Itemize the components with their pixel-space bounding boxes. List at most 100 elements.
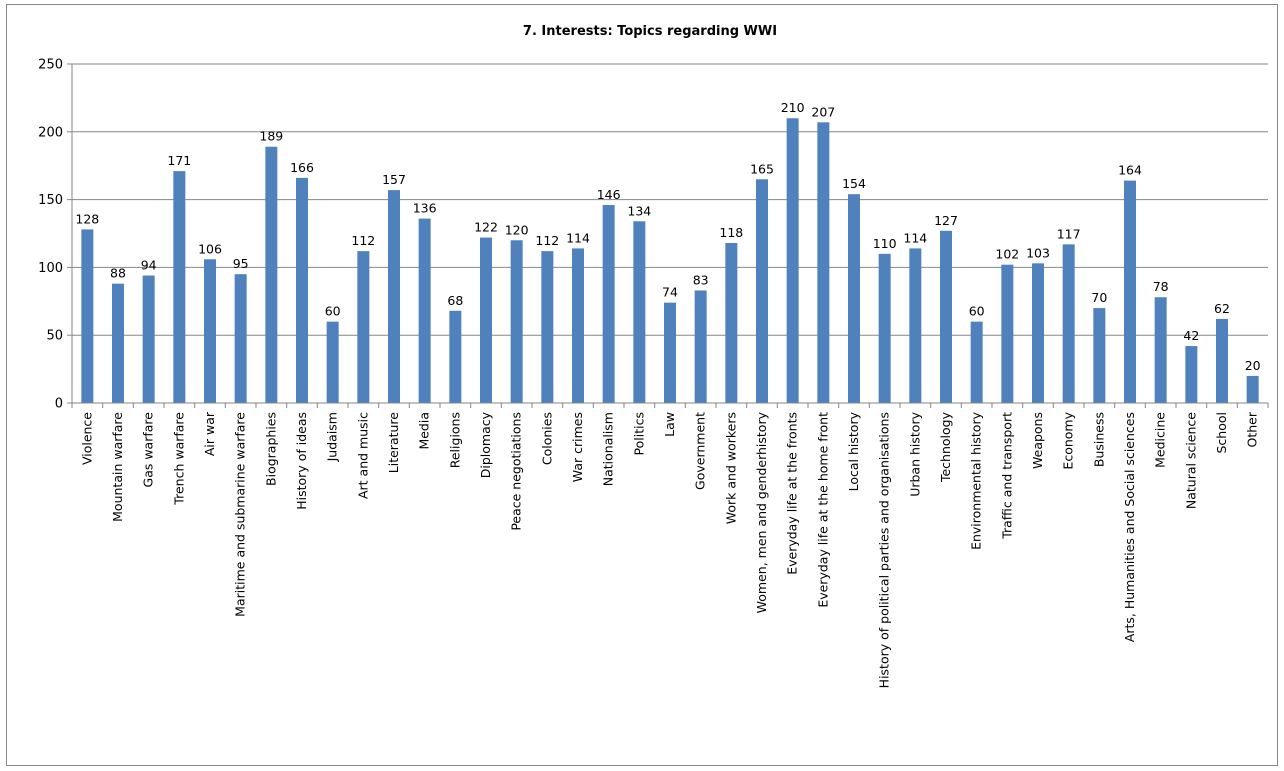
x-tick-label: Business	[1091, 412, 1106, 467]
data-label: 165	[750, 161, 774, 176]
bar	[817, 122, 830, 404]
x-tick-label: Peace negotiations	[509, 412, 524, 531]
data-label: 68	[447, 293, 463, 308]
y-tick-label: 100	[38, 261, 63, 276]
data-label: 136	[413, 201, 437, 216]
x-tick-label: History of political parties and organis…	[877, 412, 892, 688]
bar	[173, 171, 186, 403]
x-tick-label: Air war	[202, 411, 217, 456]
bar	[142, 275, 155, 403]
bar	[357, 251, 370, 403]
data-label: 164	[1118, 163, 1142, 178]
bar	[694, 290, 707, 403]
bar	[480, 237, 492, 403]
x-axis: Violence Mountain warfare Gas warfare Trenc…	[71, 402, 1269, 688]
bar	[234, 274, 247, 403]
bar	[602, 205, 615, 403]
data-label: 120	[505, 222, 529, 237]
x-tick-label: History of ideas	[294, 412, 309, 510]
bar	[1185, 346, 1198, 403]
bar	[1001, 264, 1014, 403]
data-label: 118	[719, 225, 743, 240]
x-tick-label: Mountain warfare	[110, 412, 125, 522]
data-label: 88	[110, 266, 126, 281]
bar	[756, 179, 768, 403]
data-label: 95	[233, 256, 249, 271]
y-tick-label: 50	[46, 329, 63, 344]
x-tick-label: Literature	[386, 412, 401, 474]
x-tick-label: Local history	[846, 411, 861, 491]
bar	[878, 253, 891, 403]
data-label: 117	[1057, 226, 1081, 241]
bar	[1154, 297, 1167, 403]
x-tick-label: Diplomacy	[478, 411, 493, 478]
data-label: 60	[969, 304, 985, 319]
data-label: 128	[75, 211, 99, 226]
x-tick-label: School	[1214, 412, 1229, 454]
bar	[265, 146, 278, 403]
x-tick-label: Natural science	[1183, 412, 1198, 509]
bar	[388, 190, 400, 403]
data-label: 157	[382, 172, 406, 187]
data-label: 166	[290, 160, 314, 175]
bar	[725, 242, 738, 403]
x-tick-label: War crimes	[570, 412, 585, 482]
data-label: 114	[566, 230, 590, 245]
bar	[1032, 263, 1044, 403]
x-tick-label: Everyday life at the fronts	[785, 412, 800, 575]
y-tick-label: 150	[38, 193, 63, 208]
bar	[1124, 180, 1136, 403]
data-label: 146	[597, 187, 621, 202]
data-label: 189	[259, 129, 283, 144]
data-label: 210	[781, 100, 805, 115]
chart-title: 7. Interests: Topics regarding WWI	[523, 24, 777, 39]
x-tick-label: Trench warfare	[171, 412, 186, 506]
data-label: 42	[1183, 328, 1199, 343]
data-label: 112	[351, 233, 375, 248]
x-tick-label: Arts, Humanities and Social sciences	[1122, 412, 1137, 642]
bar	[970, 321, 983, 403]
x-tick-label: Urban history	[907, 411, 922, 496]
y-axis: 0 50 100 150 200 250	[38, 58, 73, 412]
bar	[786, 118, 799, 404]
x-tick-label: Colonies	[539, 412, 554, 465]
data-label: 122	[474, 220, 498, 235]
bar	[848, 194, 860, 403]
data-label: 94	[141, 258, 157, 273]
bar	[81, 229, 94, 403]
y-tick-label: 250	[38, 58, 63, 73]
bar	[1216, 318, 1228, 403]
x-tick-label: Nationalism	[601, 412, 616, 486]
x-tick-label: Traffic and transport	[999, 412, 1014, 540]
bar	[418, 218, 431, 403]
x-tick-label: Other	[1245, 411, 1260, 447]
x-tick-label: Economy	[1061, 411, 1076, 469]
data-label: 114	[903, 230, 927, 245]
data-label: 74	[662, 285, 678, 300]
bar	[633, 221, 646, 403]
bar	[1093, 308, 1106, 403]
x-tick-label: Government	[693, 412, 708, 490]
bar	[940, 230, 952, 403]
data-label: 171	[167, 153, 191, 168]
data-label: 207	[811, 104, 835, 119]
bar	[510, 240, 523, 403]
data-label: 112	[535, 233, 559, 248]
x-tick-label: Biographies	[263, 412, 278, 486]
bar	[112, 283, 124, 403]
data-labels: 128 88 94 171 106 95 189 166 60 112 157 136 68 122 120…	[75, 100, 1260, 373]
y-tick-label: 0	[55, 397, 63, 412]
data-label: 154	[842, 176, 866, 191]
x-tick-label: Medicine	[1153, 412, 1168, 468]
y-tick-label: 200	[38, 125, 63, 140]
bar	[204, 259, 216, 403]
x-tick-label: Work and workers	[723, 412, 738, 524]
bar	[1246, 375, 1259, 403]
bar	[909, 248, 922, 403]
x-tick-label: Violence	[79, 412, 94, 465]
data-label: 102	[995, 247, 1019, 262]
x-tick-label: Art and music	[355, 412, 370, 499]
x-tick-label: Religions	[447, 412, 462, 468]
data-label: 70	[1091, 290, 1107, 305]
bar	[296, 177, 308, 403]
